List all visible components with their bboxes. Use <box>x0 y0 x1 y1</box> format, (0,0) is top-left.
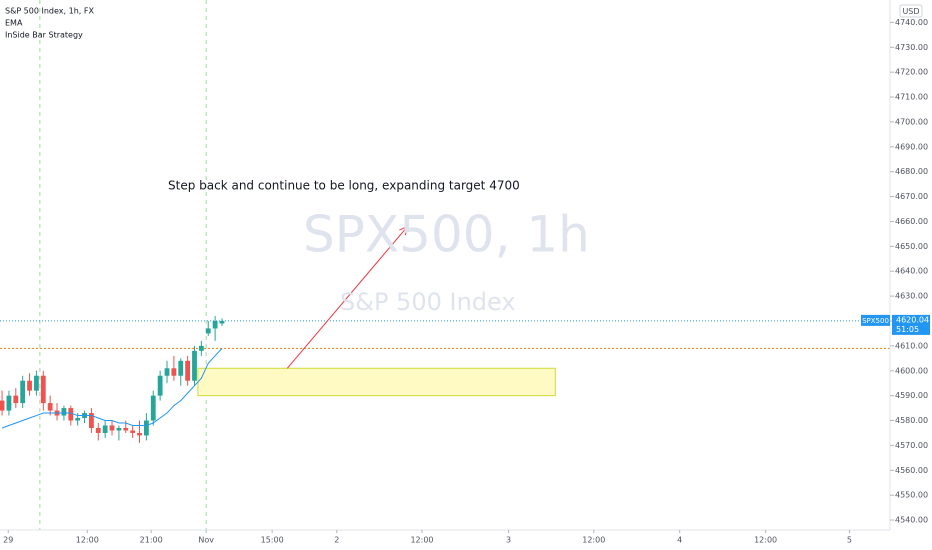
y-tick-label: 4710.00 <box>895 93 928 102</box>
x-tick-label: Nov <box>198 536 214 545</box>
price-box <box>892 314 930 335</box>
candle-body <box>219 320 225 324</box>
candle-body <box>164 368 170 376</box>
candle-body <box>185 360 191 381</box>
candle-body <box>192 350 197 381</box>
candle-body <box>212 320 218 329</box>
y-tick-label: 4540.00 <box>895 516 928 525</box>
x-tick-label: 12:00 <box>410 536 433 545</box>
x-tick-label: 12:00 <box>754 536 777 545</box>
x-tick-label: 21:00 <box>140 536 163 545</box>
y-tick-label: 4630.00 <box>895 292 928 301</box>
candle-body <box>157 375 163 396</box>
candle-body <box>150 395 156 421</box>
y-tick-label: 4680.00 <box>895 167 928 176</box>
x-tick-label: 4 <box>677 536 682 545</box>
arrow <box>286 226 408 369</box>
candle-body <box>198 345 204 351</box>
x-tick-label: 15:00 <box>261 536 284 545</box>
y-tick-label: 4600.00 <box>895 366 928 375</box>
candle-body <box>205 328 211 334</box>
candle-body <box>95 427 101 433</box>
currency: USD <box>902 7 919 16</box>
x-tick-label: 2 <box>334 536 339 545</box>
y-tick-label: 4590.00 <box>895 391 928 400</box>
y-tick-label: 4720.00 <box>895 68 928 77</box>
y-tick-label: 4560.00 <box>895 466 928 475</box>
y-tick-label: 4550.00 <box>895 491 928 500</box>
candle-body <box>47 403 53 411</box>
y-tick-label: 4610.00 <box>895 341 928 350</box>
y-tick-label: 4700.00 <box>895 117 928 126</box>
y-tick-label: 4660.00 <box>895 217 928 226</box>
y-tick-label: 4670.00 <box>895 192 928 201</box>
chart-title: S&P 500 Index, 1h, FX <box>5 7 94 16</box>
candle-body <box>130 430 136 433</box>
x-tick-label: 12:00 <box>582 536 605 545</box>
x-tick-label: 5 <box>847 536 852 545</box>
candle-body <box>123 427 129 431</box>
x-tick-label: 3 <box>506 536 511 545</box>
candle-body <box>89 413 94 428</box>
price-tag-symbol: SPX500 <box>862 317 889 325</box>
candle-body <box>0 400 5 411</box>
candle-body <box>13 395 19 404</box>
y-tick-label: 4740.00 <box>895 18 928 27</box>
y-tick-label: 4730.00 <box>895 43 928 52</box>
indicator: InSide Bar Strategy <box>5 31 83 40</box>
candle-body <box>34 375 39 391</box>
candle-body <box>27 380 32 391</box>
candle-body <box>75 418 81 421</box>
ema-line <box>1 348 223 429</box>
last-price: 4620.04 <box>896 315 929 324</box>
candle-body <box>109 425 115 431</box>
candle-body <box>20 380 26 404</box>
y-tick-label: 4570.00 <box>895 441 928 450</box>
candle-body <box>171 368 177 376</box>
x-tick-label: 29 <box>3 536 13 545</box>
y-tick-label: 4580.00 <box>895 416 928 425</box>
plot-area <box>0 0 890 530</box>
indicator: EMA <box>5 19 23 28</box>
candle-body <box>102 425 108 433</box>
candle-body <box>40 375 46 404</box>
watermark-subtitle: S&P 500 Index <box>340 288 516 316</box>
price-tag <box>861 314 890 326</box>
y-tick-label: 4640.00 <box>895 267 928 276</box>
countdown: 51:05 <box>896 325 919 334</box>
candle-body <box>137 432 142 436</box>
y-tick-label: 4690.00 <box>895 142 928 151</box>
candle-body <box>6 395 12 411</box>
candle-body <box>68 408 74 421</box>
candle-body <box>61 408 67 416</box>
y-tick-label: 4650.00 <box>895 242 928 251</box>
target-zone <box>197 367 556 397</box>
watermark: SPX500, 1h <box>303 206 590 264</box>
currency-box[interactable] <box>899 4 923 18</box>
x-tick-label: 12:00 <box>76 536 99 545</box>
candle-body <box>143 420 149 436</box>
candle-body <box>116 427 122 431</box>
arrow-head <box>404 226 409 236</box>
arrow-head <box>399 225 408 231</box>
candle-body <box>178 360 184 376</box>
annotation: Step back and continue to be long, expan… <box>168 179 520 193</box>
